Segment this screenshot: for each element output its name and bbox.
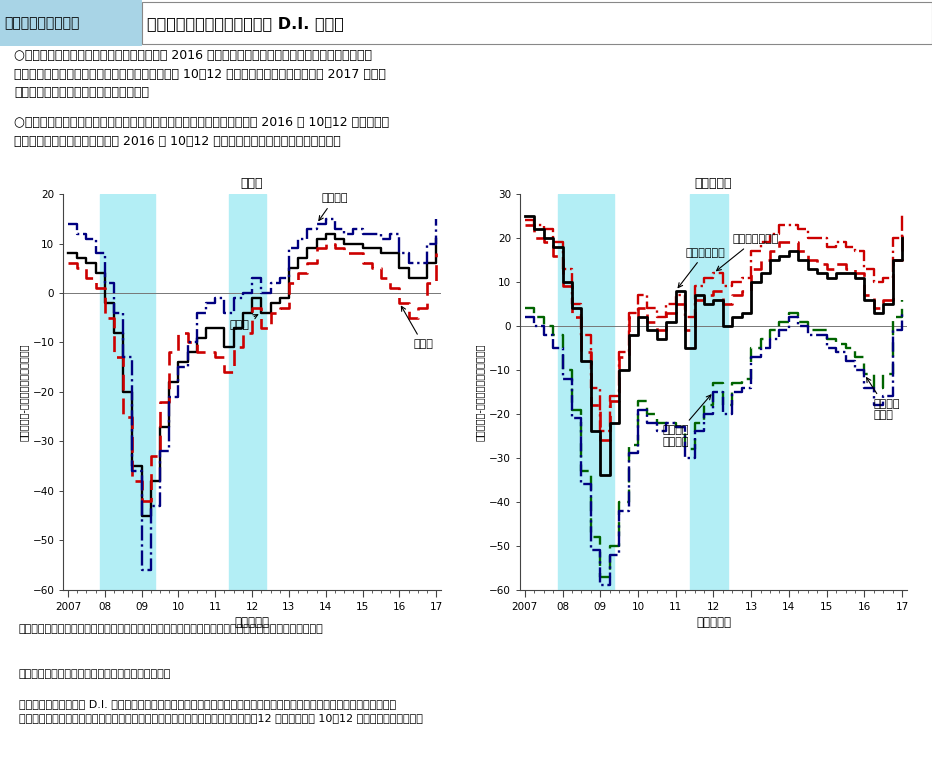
Text: 全産業: 全産業 — [229, 314, 258, 330]
Title: 業種別: 業種別 — [240, 177, 264, 190]
Text: 大企業製造業: 大企業製造業 — [678, 247, 725, 288]
Text: （注）　１）グラフのシャドー部分は景気後退期。: （注） １）グラフのシャドー部分は景気後退期。 — [19, 670, 171, 680]
Text: 非製造業: 非製造業 — [319, 193, 348, 221]
Text: 第１－（１）－５図: 第１－（１）－５図 — [5, 16, 80, 30]
Bar — [101, 194, 156, 590]
Text: ○　企業規模別にみると、製造業の大企業は低下傾向で推移していたが 2016 年 10～12 月期に上昇
　に転じ、製造業の中小企業は 2016 年 10～12 : ○ 企業規模別にみると、製造業の大企業は低下傾向で推移していたが 2016 年 … — [14, 116, 389, 148]
Text: 大企業非製造業: 大企業非製造業 — [717, 234, 779, 271]
Text: 中小企業
製造業: 中小企業 製造業 — [867, 377, 900, 420]
Text: 中小企業
非製造業: 中小企業 非製造業 — [663, 395, 711, 447]
Bar — [557, 194, 614, 590]
Bar — [229, 194, 266, 590]
Text: 製造業: 製造業 — [402, 307, 433, 349]
Text: ○　業況判断をみると、製造業、非製造業は 2016 年４～６月期、同年７～９月期まで低下傾向で推
　移していたが、それぞれ同年７～９月期、同年 10～12 月期: ○ 業況判断をみると、製造業、非製造業は 2016 年４～６月期、同年７～９月期… — [14, 49, 386, 100]
Title: 企業規模別: 企業規模別 — [694, 177, 733, 190]
Y-axis label: （「良い」-「悪い」・％ポイント）: （「良い」-「悪い」・％ポイント） — [475, 343, 485, 441]
X-axis label: （年・期）: （年・期） — [235, 616, 269, 629]
Bar — [690, 194, 728, 590]
Text: ２）業況判断 D.I. については、日本銀行「全国企業短観経済観測調査」における３月調査の値を１～３月期の値、
　　　　　　６月調査の値を４～６月期の値、９月調: ２）業況判断 D.I. については、日本銀行「全国企業短観経済観測調査」における… — [19, 699, 422, 723]
X-axis label: （年・期）: （年・期） — [696, 616, 731, 629]
Bar — [0, 0, 142, 46]
Bar — [142, 2, 932, 44]
Y-axis label: （「良い」-「悪い」・％ポイント）: （「良い」-「悪い」・％ポイント） — [19, 343, 28, 441]
Text: 資料出所　日本銀行「全国企業短期経済観測調査」をもとに厚生労働省労働政策担当参事官室にて作成: 資料出所 日本銀行「全国企業短期経済観測調査」をもとに厚生労働省労働政策担当参事… — [19, 624, 323, 634]
Text: 業種別・企業規模別業況判断 D.I. の推移: 業種別・企業規模別業況判断 D.I. の推移 — [147, 16, 344, 30]
